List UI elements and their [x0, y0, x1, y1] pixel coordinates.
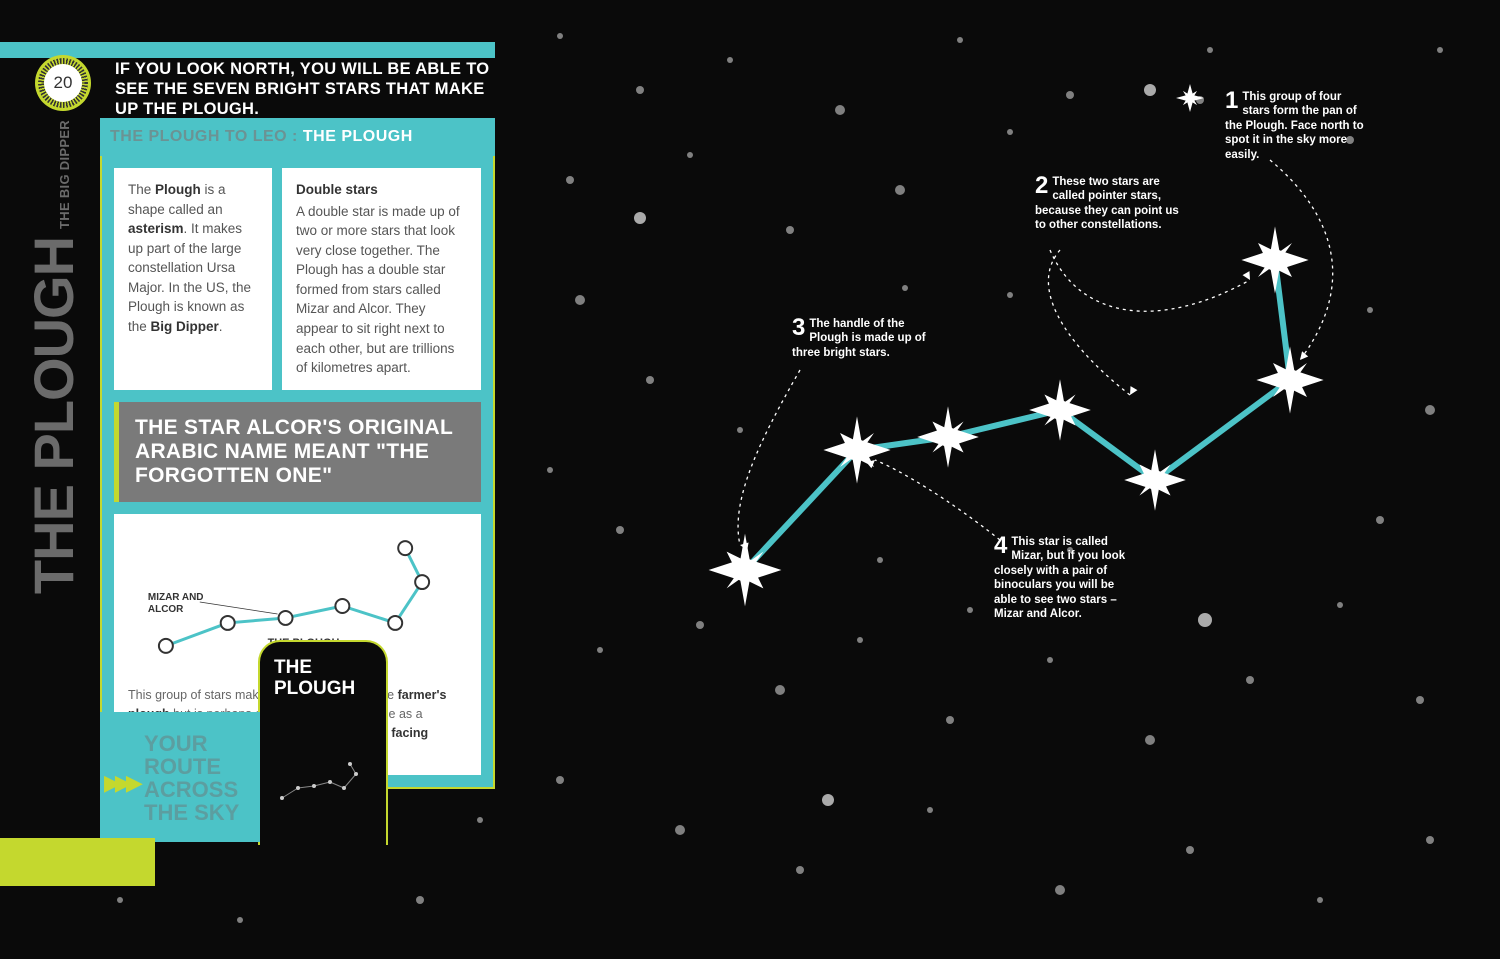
- breadcrumb-current: THE PLOUGH: [303, 128, 413, 146]
- route-tab: THEPLOUGH: [258, 640, 388, 845]
- definition-box: The Plough is a shape called an asterism…: [114, 168, 272, 390]
- annotation-4: 4This star is called Mizar, but if you l…: [994, 535, 1139, 621]
- vertical-title-main: THE PLOUGH: [30, 237, 78, 594]
- route-tab-icon: [274, 760, 374, 810]
- breadcrumb-context: THE PLOUGH TO LEO :: [110, 128, 298, 146]
- route-tab-title: THEPLOUGH: [274, 658, 372, 700]
- breadcrumb: THE PLOUGH TO LEO : THE PLOUGH: [100, 118, 495, 156]
- top-accent-bar: [0, 42, 495, 58]
- svg-text:MIZAR AND: MIZAR AND: [148, 592, 204, 603]
- annotation-1: 1This group of four stars form the pan o…: [1225, 90, 1370, 162]
- double-stars-box: Double stars A double star is made up of…: [282, 168, 481, 390]
- vertical-title: THE PLOUGH THE BIG DIPPER: [30, 120, 78, 594]
- vertical-title-sub: THE BIG DIPPER: [57, 120, 72, 229]
- svg-text:ALCOR: ALCOR: [148, 604, 183, 615]
- annotation-3: 3The handle of the Plough is made up of …: [792, 317, 937, 360]
- fact-callout: THE STAR ALCOR'S ORIGINAL ARABIC NAME ME…: [114, 402, 481, 502]
- page-number: 20: [44, 64, 82, 102]
- intro-text: IF YOU LOOK NORTH, YOU WILL BE ABLE TO S…: [115, 60, 495, 119]
- double-stars-body: A double star is made up of two or more …: [296, 204, 460, 376]
- page-number-badge: 20: [35, 55, 91, 111]
- bottom-accent-bar: [0, 838, 155, 886]
- double-stars-title: Double stars: [296, 180, 467, 200]
- annotation-2: 2These two stars are called pointer star…: [1035, 175, 1180, 233]
- route-arrows-icon: ▶▶▶: [104, 770, 137, 796]
